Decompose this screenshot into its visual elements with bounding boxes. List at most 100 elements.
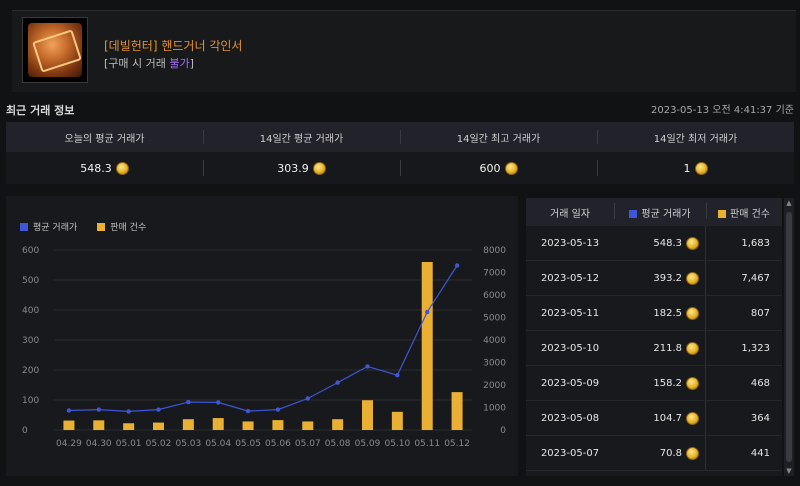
value-text: 548.3	[80, 161, 112, 175]
price-chart: 0100200300400500600010002000300040005000…	[22, 246, 506, 449]
table-scrollbar[interactable]: ▲ ▼	[784, 198, 794, 476]
x-tick-label: 05.07	[295, 439, 321, 449]
avg-price-swatch	[629, 209, 638, 218]
row-avg-price: 182.5	[614, 296, 706, 330]
y-right-tick-label: 6000	[483, 291, 506, 301]
y-left-tick-label: 300	[22, 336, 39, 346]
gold-coin-icon	[686, 446, 699, 460]
legend-swatch-avg	[20, 223, 28, 231]
value-text: 1	[683, 161, 691, 175]
avg-price-point	[216, 400, 221, 405]
gold-coin-icon	[694, 161, 708, 175]
legend-sales[interactable]: 판매 건수	[97, 220, 146, 233]
summary-header-14d-avg: 14일간 평균 거래가	[203, 122, 400, 152]
sales-bar	[93, 420, 105, 430]
y-right-tick-label: 3000	[483, 359, 506, 369]
avg-price-point	[335, 380, 340, 385]
summary-header-14d-max: 14일간 최고 거래가	[400, 122, 597, 152]
sales-bar	[272, 420, 284, 430]
col-date: 거래 일자	[550, 208, 590, 220]
item-icon-frame	[22, 17, 88, 83]
row-sales: 1,323	[741, 342, 770, 354]
summary-value-14d-avg: 303.9	[203, 152, 400, 184]
gold-coin-icon	[686, 271, 699, 285]
row-avg-price: 104.7	[614, 401, 706, 435]
row-avg-value: 182.5	[653, 307, 682, 319]
row-avg-value: 548.3	[653, 237, 682, 249]
gold-coin-icon	[115, 161, 129, 175]
sales-bar	[421, 261, 433, 430]
legend-label: 판매 건수	[110, 223, 147, 233]
gold-coin-icon	[686, 411, 699, 425]
y-right-tick-label: 8000	[483, 246, 506, 256]
x-tick-label: 05.03	[175, 439, 201, 449]
x-tick-label: 05.09	[355, 439, 381, 449]
row-date: 2023-05-12	[540, 272, 600, 284]
avg-price-point	[395, 373, 400, 378]
scroll-down-arrow-icon[interactable]: ▼	[786, 467, 792, 475]
value-text: 303.9	[277, 161, 309, 175]
summary-header: 오늘의 평균 거래가 14일간 평균 거래가 14일간 최고 거래가 14일간 …	[6, 122, 794, 152]
legend-swatch-sales	[97, 223, 106, 231]
sales-bar	[63, 420, 75, 430]
summary-values: 548.3 303.9 600 1	[6, 152, 794, 184]
table-body: 2023-05-13 548.3 1,683 2023-05-12 393.2 7,467…	[526, 226, 782, 471]
table-row: 2023-05-13 548.3 1,683	[526, 226, 782, 261]
table-header: 거래 일자 평균 거래가 판매 건수	[526, 198, 782, 226]
row-date: 2023-05-07	[540, 447, 600, 459]
gold-coin-icon	[686, 306, 699, 320]
item-name: [데빌헌터] 핸드거너 각인서	[104, 39, 243, 53]
sales-bar	[302, 421, 314, 430]
gold-coin-icon	[686, 376, 699, 390]
price-chart-panel: 평균 거래가 판매 건수 0 100 200 300 400 500 600 0 1000 200…	[6, 196, 518, 476]
row-avg-price: 158.2	[614, 366, 706, 400]
timestamp: 2023-05-13 오전 4:41:37 기준	[650, 105, 794, 116]
y-left-tick-label: 400	[22, 306, 39, 316]
sales-bar	[123, 423, 135, 430]
x-tick-label: 05.06	[265, 439, 291, 449]
row-avg-value: 211.8	[653, 342, 682, 354]
x-tick-label: 04.30	[86, 439, 112, 449]
y-left-tick-label: 600	[22, 246, 39, 256]
sales-bar	[182, 419, 194, 430]
summary-value-14d-min: 1	[597, 152, 794, 184]
row-sales: 1,683	[741, 237, 770, 249]
scroll-thumb[interactable]	[786, 212, 792, 462]
y-left-tick-label: 500	[22, 276, 39, 286]
avg-price-point	[305, 396, 310, 401]
x-tick-label: 05.04	[205, 439, 231, 449]
scroll-up-arrow-icon[interactable]: ▲	[786, 199, 792, 207]
engraving-book-icon	[28, 23, 82, 77]
sales-bar	[391, 411, 403, 430]
table-row: 2023-05-10 211.8 1,323	[526, 331, 782, 366]
table-row: 2023-05-09 158.2 468	[526, 366, 782, 401]
row-sales: 807	[750, 307, 770, 319]
x-tick-label: 05.08	[325, 439, 351, 449]
table-row: 2023-05-08 104.7 364	[526, 401, 782, 436]
item-trade-restriction: [구매 시 거래 불가]	[104, 55, 194, 71]
row-date: 2023-05-09	[540, 377, 600, 389]
avg-price-point	[425, 309, 430, 315]
col-sales-label: 판매 건수	[730, 208, 770, 220]
summary-header-14d-min: 14일간 최저 거래가	[597, 122, 794, 152]
trade-status: 불가	[169, 57, 190, 70]
table-row: 2023-05-11 182.5 807	[526, 296, 782, 331]
avg-price-line	[68, 265, 458, 413]
row-avg-value: 104.7	[653, 412, 682, 424]
avg-price-point	[245, 408, 251, 414]
row-date: 2023-05-11	[540, 307, 600, 319]
x-tick-label: 05.12	[444, 439, 470, 449]
x-tick-label: 04.29	[56, 439, 82, 449]
x-tick-label: 05.02	[146, 439, 172, 449]
avg-price-point	[126, 409, 131, 414]
trade-suffix: ]	[189, 57, 194, 70]
row-date: 2023-05-10	[540, 342, 600, 354]
row-sales: 441	[750, 447, 770, 459]
y-left-tick-label: 0	[22, 426, 28, 436]
row-sales: 7,467	[741, 272, 770, 284]
summary-header-today-avg: 오늘의 평균 거래가	[64, 133, 145, 145]
legend-avg-price[interactable]: 평균 거래가	[20, 220, 77, 233]
y-right-tick-label: 2000	[483, 381, 506, 391]
gold-coin-icon	[312, 161, 326, 175]
row-avg-value: 70.8	[659, 447, 682, 459]
